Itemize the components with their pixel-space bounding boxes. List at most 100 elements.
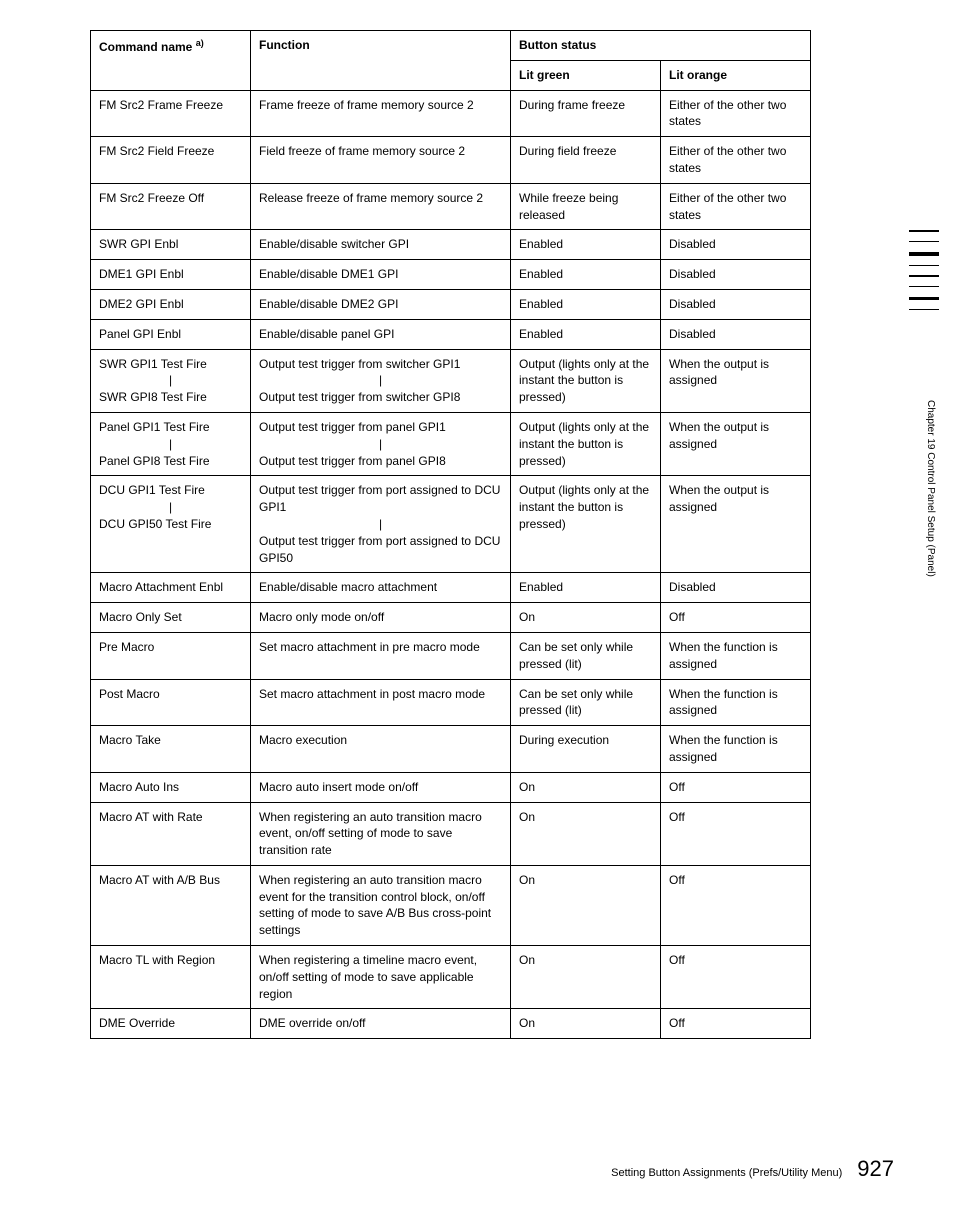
table-cell: While freeze being released	[511, 183, 661, 230]
table-cell: Macro AT with Rate	[91, 802, 251, 865]
table-row: DME2 GPI EnblEnable/disable DME2 GPIEnab…	[91, 289, 811, 319]
table-cell: Either of the other two states	[661, 90, 811, 137]
table-cell: Output test trigger from port assigned t…	[251, 476, 511, 573]
table-cell: On	[511, 946, 661, 1009]
table-cell: Disabled	[661, 573, 811, 603]
table-cell: Panel GPI Enbl	[91, 319, 251, 349]
table-cell: Output (lights only at the instant the b…	[511, 476, 661, 573]
table-row: Macro AT with RateWhen registering an au…	[91, 802, 811, 865]
footer-text: Setting Button Assignments (Prefs/Utilit…	[611, 1167, 842, 1179]
table-row: FM Src2 Field FreezeField freeze of fram…	[91, 137, 811, 184]
table-cell: Macro Auto Ins	[91, 772, 251, 802]
table-row: DME OverrideDME override on/offOnOff	[91, 1009, 811, 1039]
table-cell: On	[511, 1009, 661, 1039]
table-cell: FM Src2 Freeze Off	[91, 183, 251, 230]
table-cell: When registering a timeline macro event,…	[251, 946, 511, 1009]
table-cell: Set macro attachment in post macro mode	[251, 679, 511, 726]
table-cell: Enabled	[511, 260, 661, 290]
table-cell: Macro Only Set	[91, 603, 251, 633]
table-cell: Output (lights only at the instant the b…	[511, 412, 661, 475]
table-cell: During field freeze	[511, 137, 661, 184]
table-cell: Panel GPI1 Test Fire|Panel GPI8 Test Fir…	[91, 412, 251, 475]
table-cell: FM Src2 Frame Freeze	[91, 90, 251, 137]
table-cell: Disabled	[661, 289, 811, 319]
table-cell: Frame freeze of frame memory source 2	[251, 90, 511, 137]
table-cell: Enabled	[511, 573, 661, 603]
table-row: Macro Auto InsMacro auto insert mode on/…	[91, 772, 811, 802]
table-cell: Macro execution	[251, 726, 511, 773]
table-cell: Can be set only while pressed (lit)	[511, 679, 661, 726]
table-cell: SWR GPI Enbl	[91, 230, 251, 260]
table-cell: Enabled	[511, 230, 661, 260]
table-cell: DME1 GPI Enbl	[91, 260, 251, 290]
table-row: Post MacroSet macro attachment in post m…	[91, 679, 811, 726]
table-row: Pre MacroSet macro attachment in pre mac…	[91, 632, 811, 679]
header-lit-green: Lit green	[511, 60, 661, 90]
table-cell: When registering an auto transition macr…	[251, 865, 511, 945]
table-cell: SWR GPI1 Test Fire|SWR GPI8 Test Fire	[91, 349, 251, 412]
table-cell: On	[511, 772, 661, 802]
table-cell: Field freeze of frame memory source 2	[251, 137, 511, 184]
table-cell: DME override on/off	[251, 1009, 511, 1039]
barcode-graphic	[909, 230, 939, 310]
table-cell: Macro auto insert mode on/off	[251, 772, 511, 802]
table-cell: DCU GPI1 Test Fire|DCU GPI50 Test Fire	[91, 476, 251, 573]
table-cell: Either of the other two states	[661, 183, 811, 230]
table-cell: Macro Take	[91, 726, 251, 773]
table-row: DCU GPI1 Test Fire|DCU GPI50 Test FireOu…	[91, 476, 811, 573]
table-cell: Macro TL with Region	[91, 946, 251, 1009]
table-row: FM Src2 Freeze OffRelease freeze of fram…	[91, 183, 811, 230]
command-table: Command name a) Function Button status L…	[90, 30, 811, 1039]
table-cell: Enable/disable switcher GPI	[251, 230, 511, 260]
table-cell: During execution	[511, 726, 661, 773]
table-cell: Pre Macro	[91, 632, 251, 679]
table-row: Panel GPI1 Test Fire|Panel GPI8 Test Fir…	[91, 412, 811, 475]
chapter-label: Chapter 19 Control Panel Setup (Panel)	[925, 400, 936, 577]
table-cell: Off	[661, 946, 811, 1009]
header-function: Function	[251, 31, 511, 91]
table-cell: Macro AT with A/B Bus	[91, 865, 251, 945]
table-cell: Off	[661, 1009, 811, 1039]
table-cell: Enable/disable panel GPI	[251, 319, 511, 349]
table-row: Macro Attachment EnblEnable/disable macr…	[91, 573, 811, 603]
table-row: DME1 GPI EnblEnable/disable DME1 GPIEnab…	[91, 260, 811, 290]
table-cell: Release freeze of frame memory source 2	[251, 183, 511, 230]
table-cell: During frame freeze	[511, 90, 661, 137]
table-cell: When the function is assigned	[661, 679, 811, 726]
header-command: Command name a)	[91, 31, 251, 91]
table-cell: Off	[661, 865, 811, 945]
table-cell: FM Src2 Field Freeze	[91, 137, 251, 184]
table-cell: DME Override	[91, 1009, 251, 1039]
table-cell: When registering an auto transition macr…	[251, 802, 511, 865]
table-row: Macro AT with A/B BusWhen registering an…	[91, 865, 811, 945]
table-cell: Off	[661, 603, 811, 633]
table-cell: Output (lights only at the instant the b…	[511, 349, 661, 412]
table-cell: When the output is assigned	[661, 412, 811, 475]
page-footer: Setting Button Assignments (Prefs/Utilit…	[611, 1156, 894, 1182]
table-cell: Output test trigger from panel GPI1|Outp…	[251, 412, 511, 475]
table-cell: Macro only mode on/off	[251, 603, 511, 633]
table-cell: Can be set only while pressed (lit)	[511, 632, 661, 679]
table-cell: When the output is assigned	[661, 476, 811, 573]
header-lit-orange: Lit orange	[661, 60, 811, 90]
table-cell: Enable/disable DME1 GPI	[251, 260, 511, 290]
table-cell: Enable/disable macro attachment	[251, 573, 511, 603]
table-cell: When the function is assigned	[661, 726, 811, 773]
table-cell: On	[511, 802, 661, 865]
table-cell: Either of the other two states	[661, 137, 811, 184]
table-cell: Enabled	[511, 319, 661, 349]
table-cell: DME2 GPI Enbl	[91, 289, 251, 319]
table-row: Macro TL with RegionWhen registering a t…	[91, 946, 811, 1009]
table-cell: On	[511, 603, 661, 633]
table-cell: When the function is assigned	[661, 632, 811, 679]
table-cell: Enable/disable DME2 GPI	[251, 289, 511, 319]
table-row: Panel GPI EnblEnable/disable panel GPIEn…	[91, 319, 811, 349]
page-number: 927	[857, 1156, 894, 1182]
table-cell: Set macro attachment in pre macro mode	[251, 632, 511, 679]
table-cell: Macro Attachment Enbl	[91, 573, 251, 603]
table-cell: Disabled	[661, 260, 811, 290]
table-row: Macro TakeMacro executionDuring executio…	[91, 726, 811, 773]
table-cell: When the output is assigned	[661, 349, 811, 412]
table-row: Macro Only SetMacro only mode on/offOnOf…	[91, 603, 811, 633]
table-row: FM Src2 Frame FreezeFrame freeze of fram…	[91, 90, 811, 137]
